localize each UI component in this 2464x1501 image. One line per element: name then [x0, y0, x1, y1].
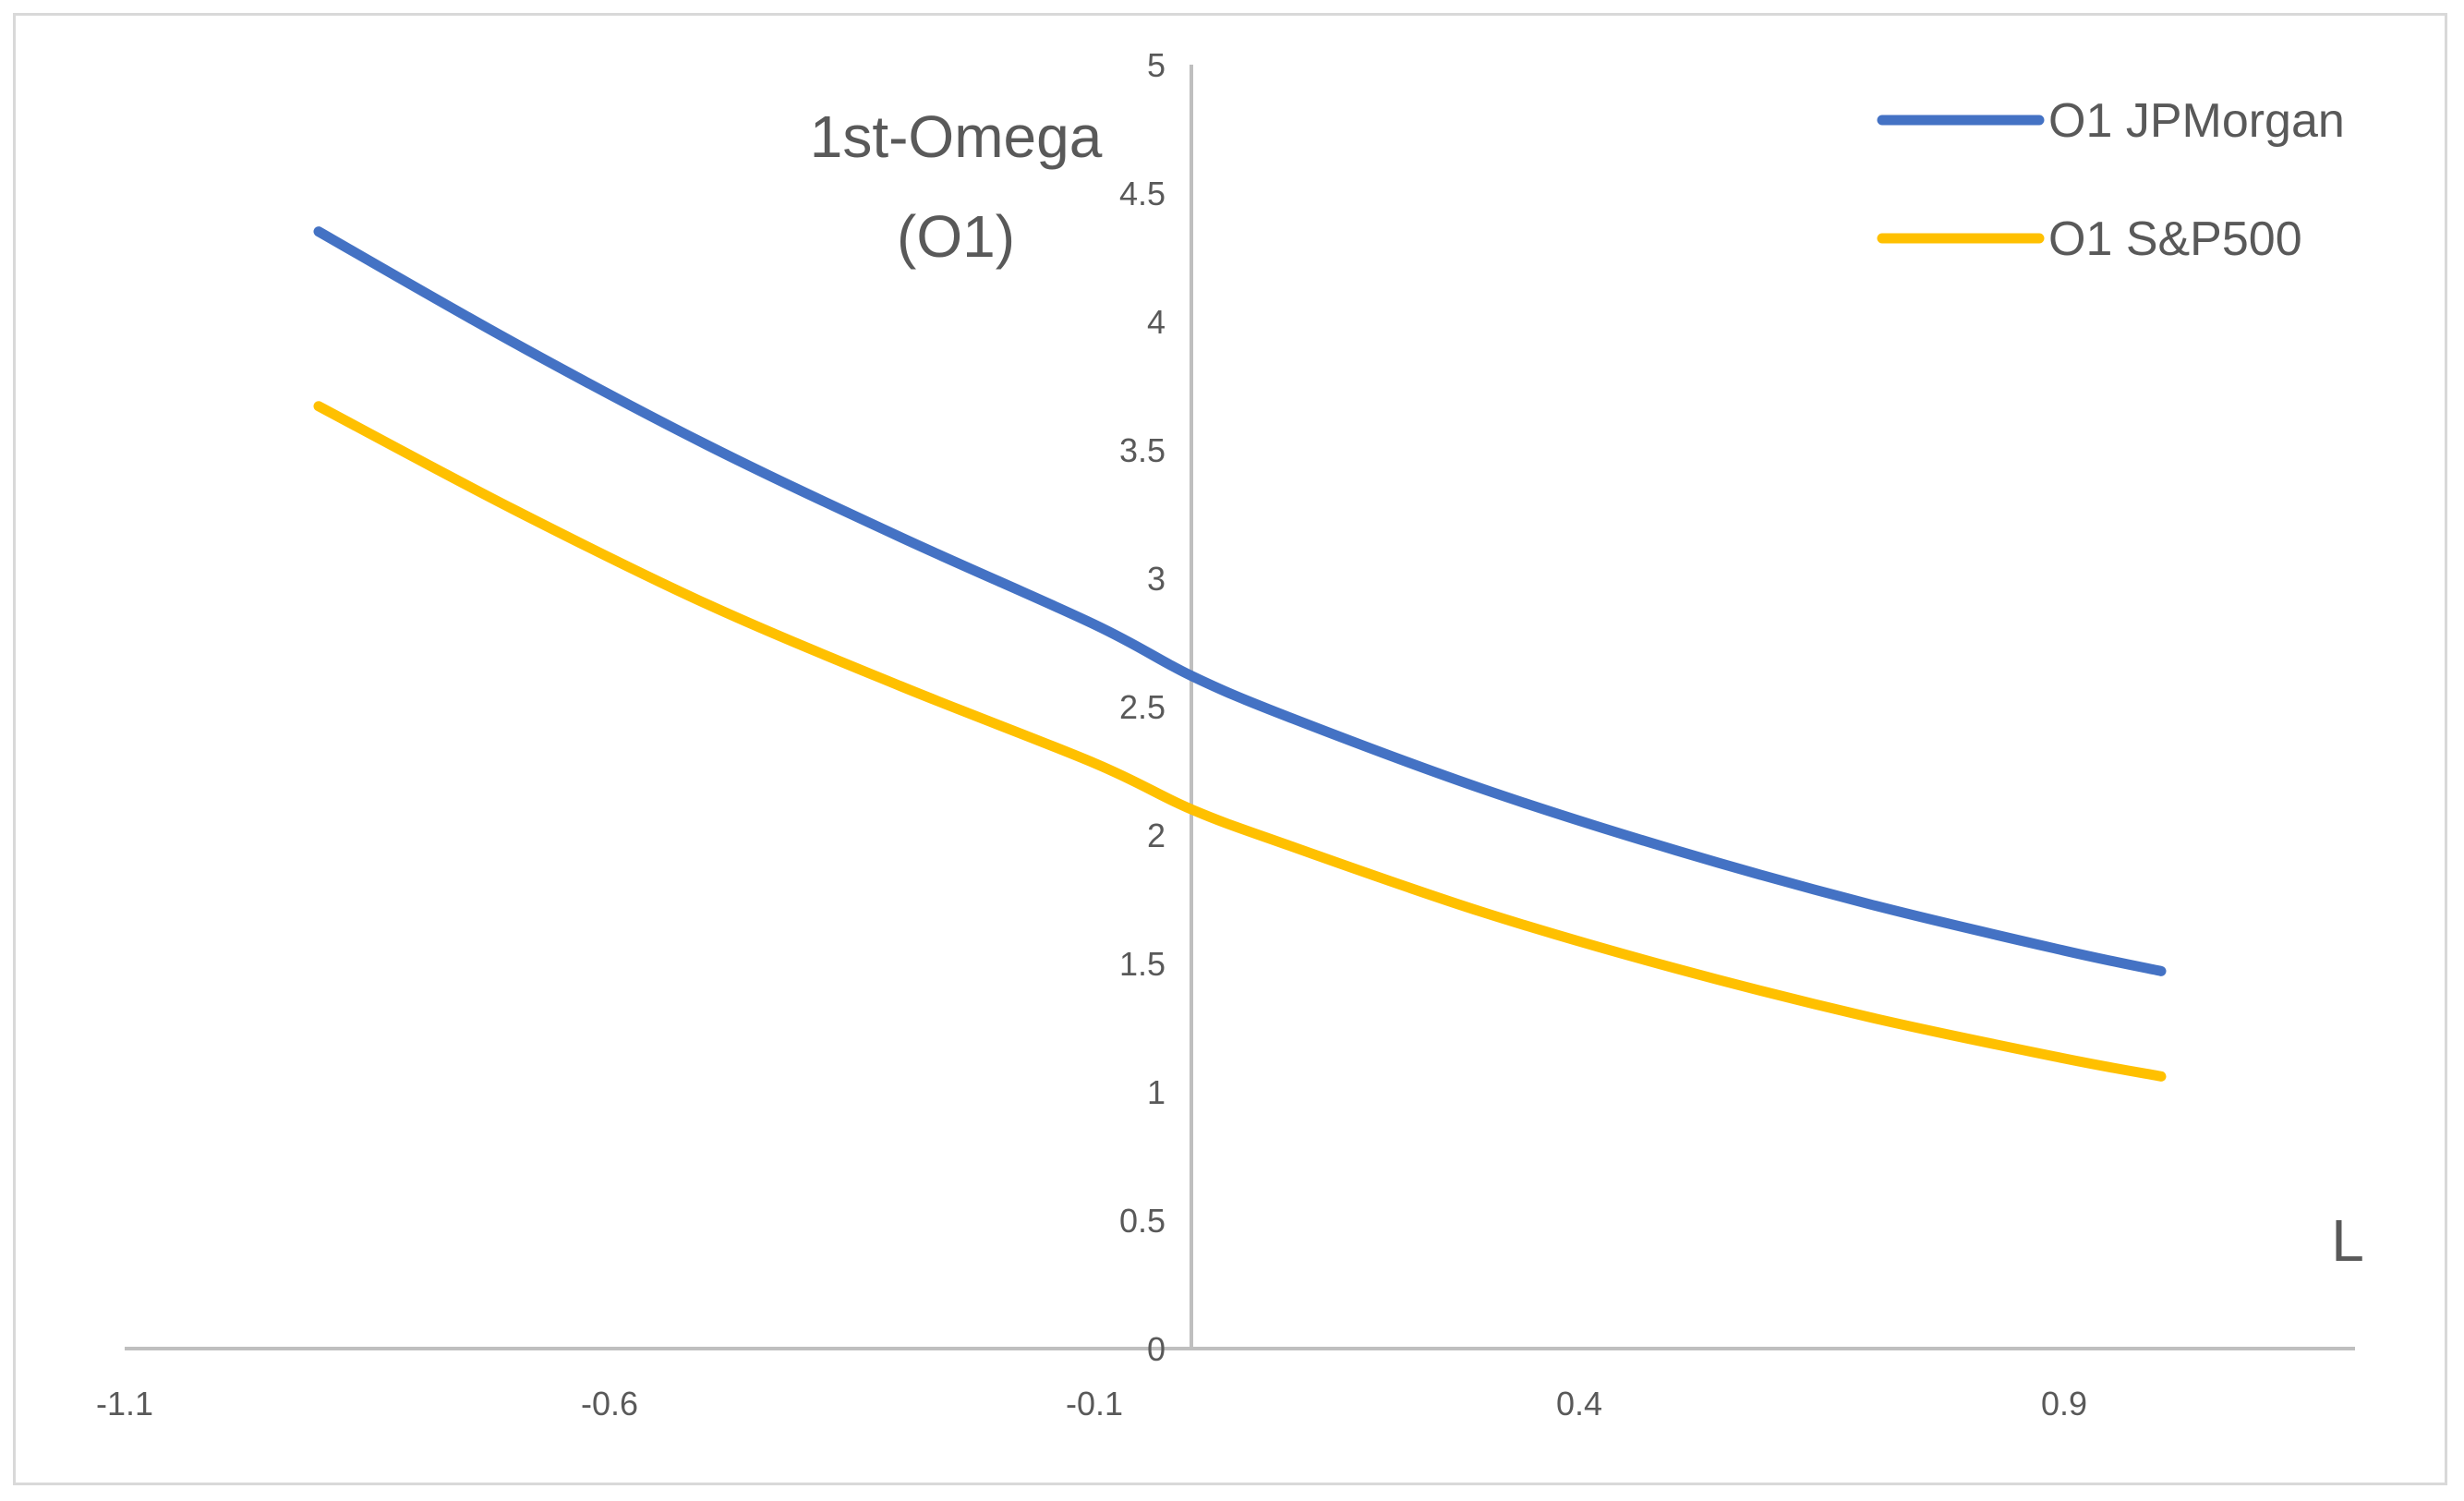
y-tick-label: 3 [1147, 560, 1166, 598]
y-tick-label: 4 [1147, 303, 1166, 341]
y-tick-label: 1 [1147, 1073, 1166, 1111]
legend[interactable]: O1 JPMorgan O1 S&P500 [1877, 94, 2345, 266]
legend-label-jpmorgan: O1 JPMorgan [2048, 94, 2345, 148]
y-tick-label: 2.5 [1119, 688, 1166, 726]
y-tick-label: 0.5 [1119, 1202, 1166, 1240]
x-tick-label: 0.4 [1556, 1385, 1602, 1422]
x-tick-labels: -1.1 -0.6 -0.1 0.4 0.9 [96, 1385, 2087, 1422]
y-tick-label: 3.5 [1119, 431, 1166, 469]
y-axis-label-line-1: 1st-Omega [810, 103, 1103, 170]
x-tick-label: -0.6 [581, 1385, 638, 1422]
series-lines [313, 226, 2167, 1082]
y-tick-label: 1.5 [1119, 945, 1166, 983]
x-axis-label: L [2331, 1207, 2364, 1274]
legend-label-sp500: O1 S&P500 [2048, 212, 2302, 266]
chart-frame [13, 13, 2447, 1485]
y-tick-label: 2 [1147, 817, 1166, 854]
y-tick-label: 4.5 [1119, 175, 1166, 212]
legend-item-jpmorgan[interactable]: O1 JPMorgan [1877, 94, 2345, 148]
legend-item-sp500[interactable]: O1 S&P500 [1877, 212, 2302, 266]
x-tick-label: -0.1 [1066, 1385, 1123, 1422]
series-line-sp500 [313, 401, 2167, 1082]
axes [125, 65, 2355, 1350]
y-tick-label: 5 [1147, 46, 1166, 84]
x-tick-label: 0.9 [2041, 1385, 2087, 1422]
y-tick-labels: 0 0.5 1 1.5 2 2.5 3 3.5 4 4.5 5 [1119, 46, 1166, 1368]
y-tick-label: 0 [1147, 1330, 1166, 1368]
y-axis-label-line-2: (O1) [897, 203, 1015, 270]
x-tick-label: -1.1 [96, 1385, 153, 1422]
series-line-jpmorgan [313, 226, 2167, 976]
